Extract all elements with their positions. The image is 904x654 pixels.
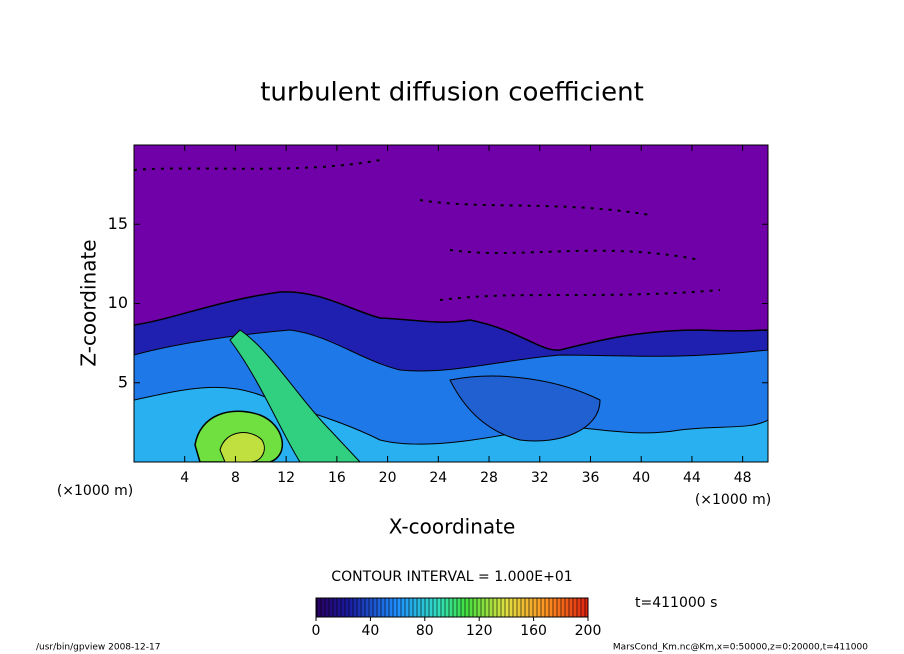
- x-tick-label: 20: [379, 470, 397, 486]
- colorbar-tick-label: 200: [575, 623, 602, 639]
- colorbar-tick-label: 40: [361, 623, 379, 639]
- x-tick-label: 36: [582, 470, 600, 486]
- x-tick-label: 12: [277, 470, 295, 486]
- time-label: t=411000 s: [635, 595, 717, 611]
- x-unit-right: (×1000 m): [695, 492, 771, 508]
- x-tick-label: 8: [231, 470, 240, 486]
- y-tick-label: 10: [108, 293, 128, 312]
- footer-right: MarsCond_Km.nc@Km,x=0:50000,z=0:20000,t=…: [613, 643, 868, 653]
- y-tick-label: 5: [118, 372, 128, 391]
- x-axis-label: X-coordinate: [389, 515, 516, 539]
- chart-title: turbulent diffusion coefficient: [260, 78, 644, 108]
- colorbar-tick-label: 80: [416, 623, 434, 639]
- x-tick-label: 48: [734, 470, 752, 486]
- x-tick-label: 28: [480, 470, 498, 486]
- footer-left: /usr/bin/gpview 2008-12-17: [36, 643, 160, 653]
- y-tick-label: 15: [108, 214, 128, 233]
- x-tick-label: 4: [180, 470, 189, 486]
- x-unit-left: (×1000 m): [57, 483, 133, 499]
- x-tick-label: 16: [328, 470, 346, 486]
- x-tick-label: 44: [683, 470, 701, 486]
- x-tick-label: 32: [531, 470, 549, 486]
- contour-interval: CONTOUR INTERVAL = 1.000E+01: [331, 569, 572, 585]
- colorbar-tick-label: 0: [312, 623, 321, 639]
- colorbar-tick-label: 120: [466, 623, 493, 639]
- x-tick-label: 24: [429, 470, 447, 486]
- colorbar-lines: [315, 597, 589, 618]
- y-axis-label: Z-coordinate: [77, 239, 101, 366]
- contour-field: [134, 145, 768, 462]
- colorbar-tick-label: 160: [520, 623, 547, 639]
- x-tick-label: 40: [632, 470, 650, 486]
